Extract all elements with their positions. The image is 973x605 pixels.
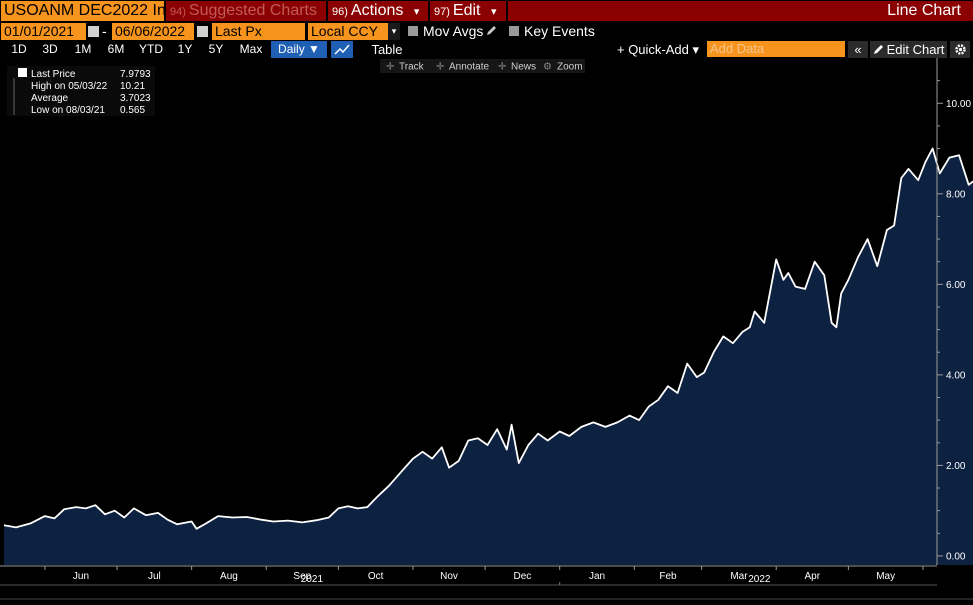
y-tick-label: 8.00 <box>946 189 966 200</box>
quick-add-button[interactable]: + Quick-Add ▾ <box>612 41 704 58</box>
news-icon: ✛ <box>498 62 506 73</box>
end-calendar-icon[interactable] <box>197 26 208 37</box>
period-5y-button[interactable]: 5Y <box>208 42 224 56</box>
actions-caret-icon: ▾ <box>413 6 420 18</box>
chart-legend: Last Price 7.9793 High on 05/03/22 10.21… <box>7 66 155 116</box>
legend-high-label: High on 05/03/22 <box>31 81 108 92</box>
period-1m-button[interactable]: 1M <box>74 42 92 56</box>
line-chart-icon <box>334 44 350 55</box>
table-button[interactable]: Table <box>371 42 403 57</box>
y-tick-label: 0.00 <box>946 551 966 562</box>
y-tick-label: 2.00 <box>946 461 966 472</box>
pencil-icon[interactable] <box>485 25 497 37</box>
actions-number: 96) <box>332 6 348 18</box>
period-1y-button[interactable]: 1Y <box>177 42 193 56</box>
start-date-field[interactable]: 01/01/2021 <box>1 23 86 40</box>
x-year-label: 2021 <box>301 574 324 585</box>
annotate-button[interactable]: Annotate <box>449 62 489 73</box>
period-6m-button[interactable]: 6M <box>107 42 125 56</box>
start-calendar-icon[interactable] <box>88 26 99 37</box>
x-month-label: Jun <box>73 571 89 582</box>
edit-chart-button[interactable]: Edit Chart <box>870 41 947 58</box>
legend-low-value: 0.565 <box>120 105 145 116</box>
x-month-label: Aug <box>220 571 238 582</box>
gear-icon <box>954 44 966 55</box>
add-data-input[interactable]: Add Data <box>707 41 845 57</box>
x-month-label: Sep <box>293 571 311 582</box>
actions-label: Actions <box>350 2 404 19</box>
mov-avgs-label[interactable]: Mov Avgs <box>423 23 484 39</box>
chart-tools-bar: ✛ Track ✛ Annotate ✛ News ⚙ Zoom <box>380 59 585 73</box>
suggested-charts-button[interactable]: 94) Suggested Charts <box>166 1 326 21</box>
legend-high-value: 10.21 <box>120 81 145 92</box>
actions-menu-button[interactable]: 96) Actions ▾ <box>328 1 428 21</box>
x-month-label: Jul <box>148 571 161 582</box>
y-axis: 0.00 2.00 4.00 6.00 8.00 10.00 <box>936 58 971 565</box>
x-month-label: Nov <box>440 571 458 582</box>
settings-button[interactable] <box>950 41 970 58</box>
period-ytd-button[interactable]: YTD <box>139 42 163 56</box>
key-events-label[interactable]: Key Events <box>524 23 595 39</box>
last-price-swatch <box>18 68 27 77</box>
legend-average-value: 3.7023 <box>120 93 151 104</box>
line-chart-type-button[interactable] <box>331 41 353 58</box>
x-axis: Jun Jul Aug Sep Oct Nov Dec Jan Feb Mar Apr May 2021… <box>0 565 973 600</box>
period-max-button[interactable]: Max <box>239 42 263 56</box>
currency-selector[interactable]: Local CCY <box>308 23 388 40</box>
price-area-fill <box>4 148 973 565</box>
currency-dropdown-icon[interactable]: ▾ <box>388 23 400 40</box>
ticker-field[interactable]: USOANM DEC2022 In <box>1 1 164 21</box>
end-date-field[interactable]: 06/06/2022 <box>112 23 194 40</box>
annotate-icon: ✛ <box>436 62 444 73</box>
zoom-icon: ⚙ <box>543 62 552 73</box>
x-month-label: Dec <box>514 571 532 582</box>
legend-last-price-label: Last Price <box>31 69 76 80</box>
suggested-charts-label: Suggested Charts <box>188 2 317 19</box>
x-year-label: 2022 <box>748 574 771 585</box>
edit-label: Edit <box>452 2 481 19</box>
zoom-button[interactable]: Zoom <box>557 62 583 73</box>
x-month-label: Oct <box>368 571 384 582</box>
y-tick-label: 6.00 <box>946 280 966 291</box>
period-1d-button[interactable]: 1D <box>11 42 27 56</box>
price-chart[interactable]: 0.00 2.00 4.00 6.00 8.00 10.00 Jun Jul Aug Sep Oc… <box>0 58 973 605</box>
edit-caret-icon: ▾ <box>490 6 497 18</box>
mov-avgs-checkbox[interactable] <box>408 26 418 36</box>
news-button[interactable]: News <box>511 62 536 73</box>
date-separator: - <box>102 23 107 39</box>
price-line <box>3 147 973 530</box>
edit-chart-label: Edit Chart <box>886 42 945 57</box>
x-month-label: May <box>876 571 895 582</box>
x-month-label: Feb <box>659 571 677 582</box>
suggested-charts-number: 94) <box>170 6 186 18</box>
x-month-label: Jan <box>589 571 605 582</box>
y-tick-label: 4.00 <box>946 370 966 381</box>
field-selector[interactable]: Last Px <box>212 23 305 40</box>
track-button[interactable]: Track <box>399 62 425 73</box>
collapse-button[interactable]: « <box>848 41 868 58</box>
window-title: Line Chart <box>508 1 973 21</box>
y-tick-label: 10.00 <box>946 99 971 110</box>
edit-number: 97) <box>434 6 450 18</box>
edit-menu-button[interactable]: 97) Edit ▾ <box>430 1 506 21</box>
x-month-label: Mar <box>730 571 748 582</box>
key-events-checkbox[interactable] <box>509 26 519 36</box>
frequency-dropdown[interactable]: Daily ▼ <box>271 41 327 58</box>
legend-last-price-value: 7.9793 <box>120 69 151 80</box>
period-3d-button[interactable]: 3D <box>42 42 58 56</box>
legend-low-label: Low on 08/03/21 <box>31 105 105 116</box>
legend-average-label: Average <box>31 93 69 104</box>
track-crosshair-icon: ✛ <box>386 62 394 73</box>
pencil-icon <box>873 45 883 54</box>
x-month-label: Apr <box>805 571 821 582</box>
